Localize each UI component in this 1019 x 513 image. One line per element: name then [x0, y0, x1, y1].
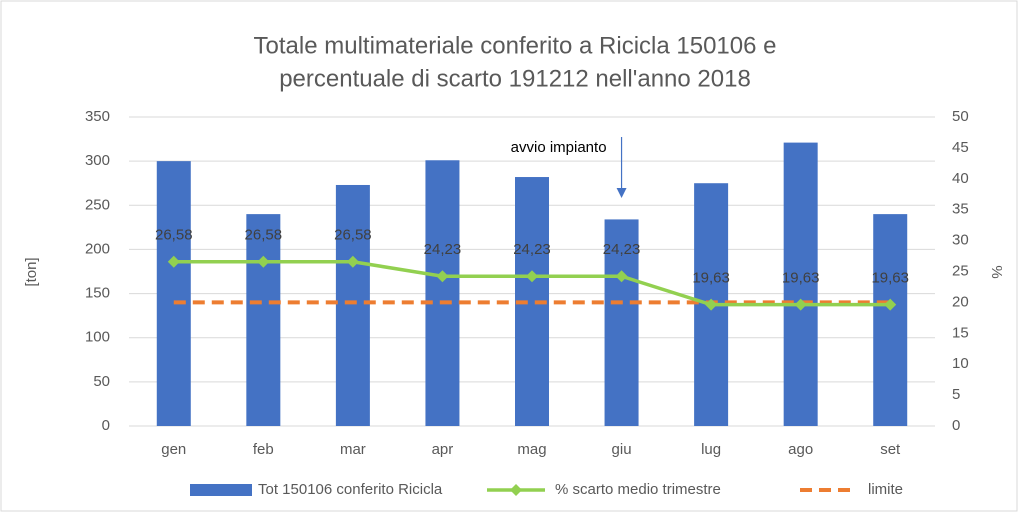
line-marker	[346, 255, 359, 268]
x-tick-label: giu	[612, 441, 632, 458]
x-tick-label: mag	[517, 441, 546, 458]
y-tick-label: 300	[85, 152, 110, 169]
line-marker	[884, 298, 897, 311]
line-marker	[526, 270, 538, 283]
x-tick-label: mar	[340, 441, 366, 458]
line-marker	[167, 255, 180, 268]
line-marker	[436, 270, 449, 283]
legend-marker	[510, 484, 522, 496]
bar	[604, 219, 639, 426]
line-marker	[615, 270, 628, 283]
legend-label: % scarto medio trimestre	[555, 481, 721, 498]
y-tick-label: 350	[85, 108, 110, 125]
bar	[156, 161, 191, 426]
x-tick-label: gen	[161, 441, 186, 458]
bar	[335, 184, 370, 426]
data-label: 26,58	[334, 227, 372, 244]
y-tick-label: 200	[85, 240, 110, 257]
y-tick-label: 0	[102, 417, 110, 434]
y2-tick-label: 45	[952, 139, 969, 156]
x-tick-label: set	[880, 441, 901, 458]
data-label: 24,23	[603, 241, 641, 258]
y2-tick-label: 35	[952, 201, 969, 218]
y-tick-label: 150	[85, 285, 110, 302]
y2-tick-label: 5	[952, 386, 960, 403]
y2-tick-label: 50	[952, 108, 969, 125]
bar	[873, 214, 908, 426]
y2-tick-label: 30	[952, 232, 969, 249]
data-label: 24,23	[424, 241, 462, 258]
y-tick-label: 250	[85, 196, 110, 213]
legend-label: Tot 150106 conferito Ricicla	[258, 481, 443, 498]
line-marker	[794, 298, 807, 311]
chart-title: percentuale di scarto 191212 nell'anno 2…	[279, 65, 751, 92]
x-tick-label: feb	[253, 441, 274, 458]
y2-axis-label: %	[988, 265, 1005, 278]
data-label: 24,23	[513, 241, 551, 258]
y2-tick-label: 10	[952, 355, 969, 372]
annotation-arrowhead	[616, 188, 627, 198]
y-axis-label: [ton]	[23, 257, 40, 286]
y2-tick-label: 40	[952, 170, 969, 187]
y-tick-label: 100	[85, 329, 110, 346]
y2-tick-label: 25	[952, 262, 969, 279]
y2-tick-label: 0	[952, 417, 960, 434]
y-tick-label: 50	[93, 373, 110, 390]
bar	[425, 160, 460, 426]
data-label: 19,63	[782, 270, 820, 287]
data-label: 19,63	[871, 270, 909, 287]
x-tick-label: apr	[432, 441, 454, 458]
bar	[783, 142, 818, 427]
data-label: 19,63	[692, 270, 730, 287]
legend-label: limite	[868, 481, 903, 498]
x-tick-label: lug	[701, 441, 721, 458]
annotation: avvio impianto	[511, 139, 607, 156]
line-marker	[705, 298, 718, 311]
legend-swatch	[190, 484, 252, 496]
bar	[246, 214, 281, 426]
data-label: 26,58	[155, 227, 193, 244]
line-marker	[257, 255, 270, 268]
chart-title: Totale multimateriale conferito a Ricicl…	[254, 32, 777, 59]
data-label: 26,58	[245, 227, 283, 244]
y2-tick-label: 15	[952, 324, 969, 341]
y2-tick-label: 20	[952, 293, 969, 310]
x-tick-label: ago	[788, 441, 813, 458]
